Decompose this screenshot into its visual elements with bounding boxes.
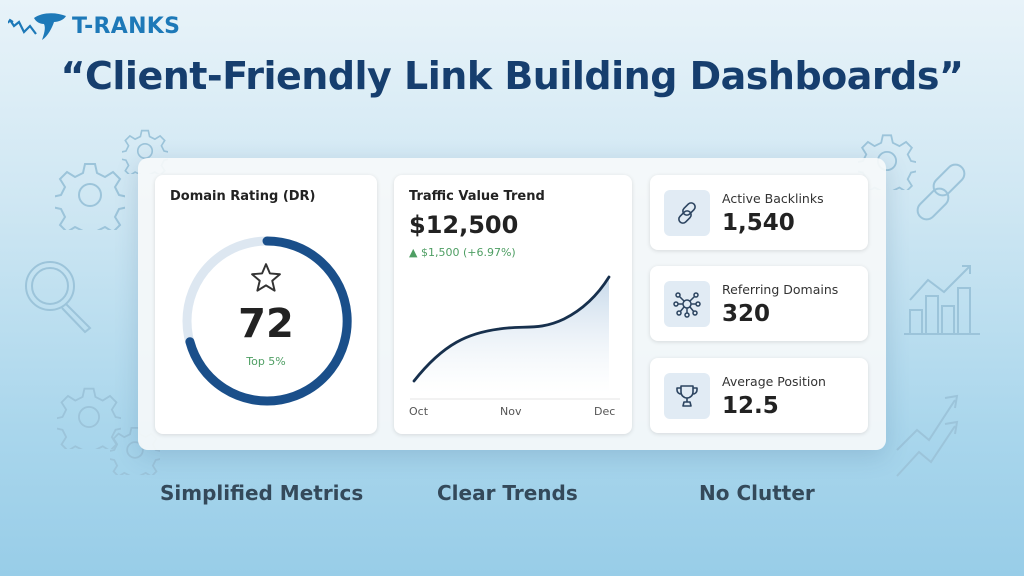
active-backlinks-value: 1,540 [722,210,795,236]
magnifier-icon [20,258,100,338]
bar-chart-icon [902,258,982,338]
referring-domains-value: 320 [722,301,771,327]
domain-rating-title: Domain Rating (DR) [170,189,316,204]
average-position-card: Average Position 12.5 [650,358,868,433]
dashboard-panel: Domain Rating (DR) 72 Top 5% Traffic Val… [138,158,886,450]
caption-simplified-metrics: Simplified Metrics [160,481,364,505]
referring-domains-card: Referring Domains 320 [650,266,868,341]
axis-label-dec: Dec [594,405,616,418]
active-backlinks-label: Active Backlinks [722,191,824,206]
shark-logo-icon [8,13,66,40]
axis-label-oct: Oct [409,405,429,418]
traffic-trend-chart [410,275,620,400]
trophy-icon [664,373,710,419]
gear-icon [57,385,121,449]
average-position-value: 12.5 [722,393,779,419]
network-icon [664,281,710,327]
traffic-value: $12,500 [409,211,519,239]
brand-logo: T-RANKS [8,10,180,42]
average-position-label: Average Position [722,374,826,389]
referring-domains-label: Referring Domains [722,282,839,297]
domain-rating-card: Domain Rating (DR) 72 Top 5% [155,175,377,434]
domain-rating-value: 72 [238,301,294,347]
trend-arrows-icon [895,380,975,480]
dr-gauge [182,236,352,406]
caption-clear-trends: Clear Trends [437,481,578,505]
gear-icon [55,160,125,230]
axis-label-nov: Nov [500,405,522,418]
chain-link-icon [910,158,980,228]
page-title: “Client-Friendly Link Building Dashboard… [60,54,964,98]
brand-name: T-RANKS [72,13,181,39]
traffic-trend-card: Traffic Value Trend $12,500 ▲ $1,500 (+6… [394,175,632,434]
traffic-delta: ▲ $1,500 (+6.97%) [409,246,516,259]
domain-rating-percentile: Top 5% [246,355,286,368]
star-icon [251,263,281,292]
active-backlinks-card: Active Backlinks 1,540 [650,175,868,250]
traffic-trend-title: Traffic Value Trend [409,189,545,204]
link-icon [664,190,710,236]
caption-no-clutter: No Clutter [699,481,815,505]
